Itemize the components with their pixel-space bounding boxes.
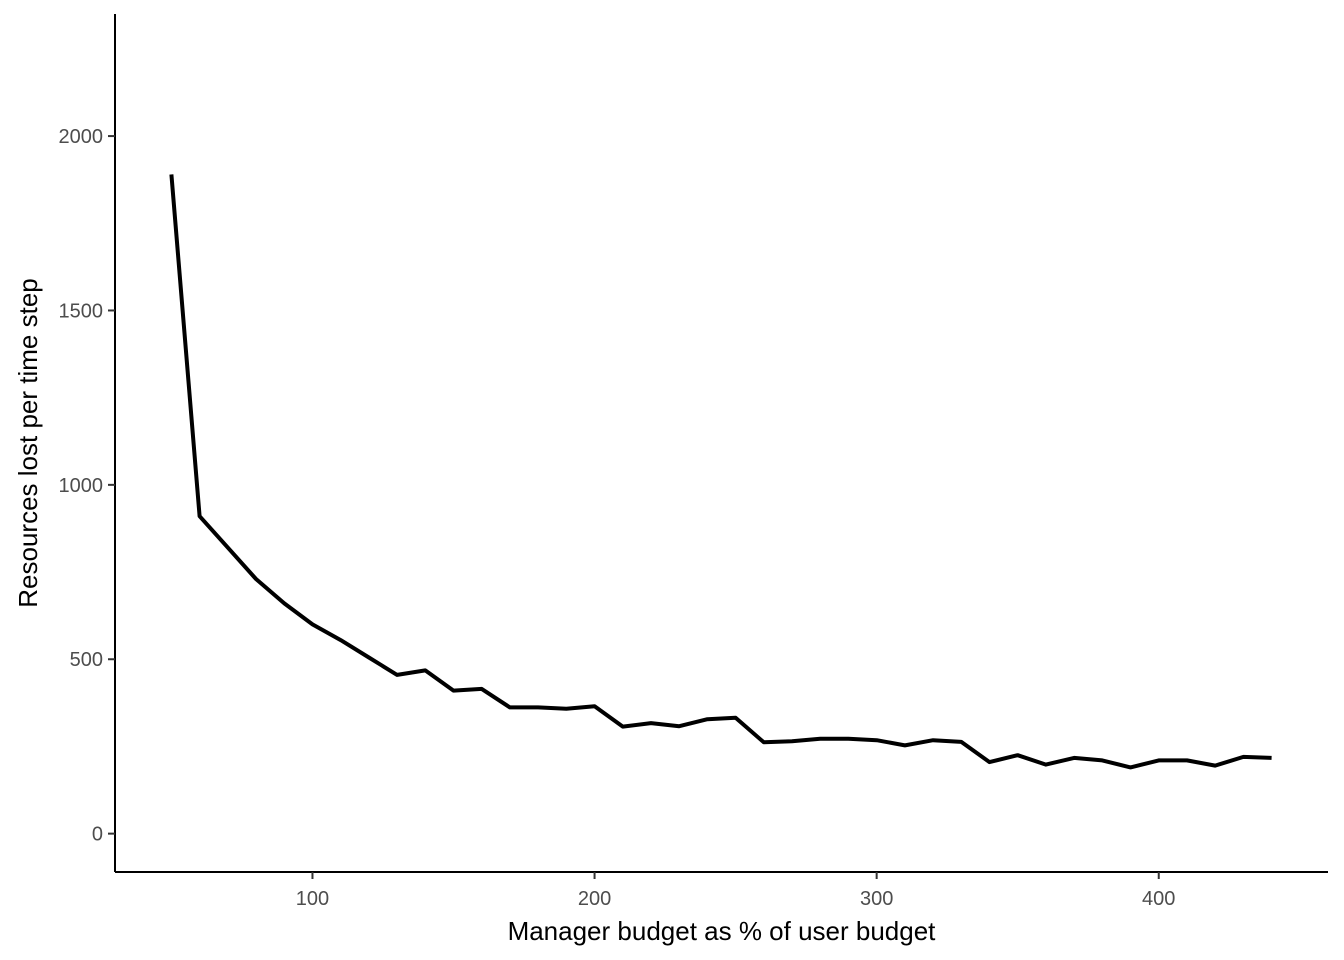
x-tick-label: 300: [860, 888, 893, 910]
y-tick-label: 2000: [59, 126, 104, 148]
x-tick-label: 100: [296, 888, 329, 910]
y-tick-label: 1000: [59, 475, 104, 497]
y-axis-ticks: 0 500 1000 1500 2000: [59, 126, 115, 846]
series-line-0: [169, 174, 1272, 770]
x-axis-ticks: 100 200 300 400: [296, 872, 1175, 910]
y-tick-label: 500: [70, 649, 103, 671]
y-axis-title: Resources lost per time step: [13, 278, 43, 607]
plot-area: [169, 174, 1272, 770]
x-axis-title: Manager budget as % of user budget: [508, 916, 937, 946]
y-tick-label: 1500: [59, 300, 104, 322]
x-tick-label: 200: [578, 888, 611, 910]
x-tick-label: 400: [1142, 888, 1175, 910]
y-tick-label: 0: [92, 824, 103, 846]
